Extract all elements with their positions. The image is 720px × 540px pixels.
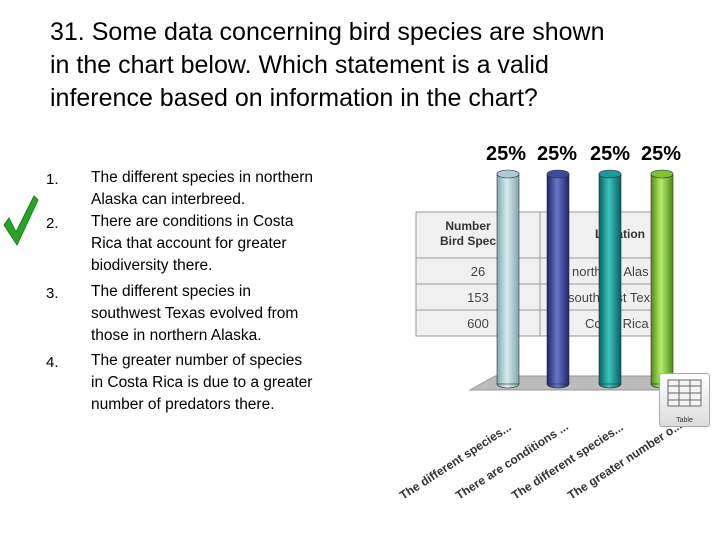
table-icon-label: Table <box>676 417 693 424</box>
bars-group <box>496 169 674 389</box>
table-header-species: Bird Spec <box>440 234 496 248</box>
bar-3 <box>598 169 622 389</box>
table-header-number: Number <box>445 219 491 233</box>
answer-3-line-1: The different species in <box>91 283 251 300</box>
answer-4-number: 4. <box>46 354 59 371</box>
bar-3-value-label: 25% <box>590 143 631 165</box>
answer-3-number: 3. <box>46 285 59 302</box>
bar-2 <box>546 169 570 389</box>
bar-1-value-label: 25% <box>486 143 527 165</box>
bar-3-cap <box>598 169 622 179</box>
table-cell-number-3: 600 <box>467 316 489 331</box>
bar-4-body <box>650 173 674 385</box>
question-line-2: in the chart below. Which statement is a… <box>50 51 549 79</box>
bar-4-cap <box>650 169 674 179</box>
answer-4-line-3: number of predators there. <box>91 396 275 413</box>
checkmark-icon <box>3 195 39 247</box>
answer-2-text[interactable]: There are conditions in Costa Rica that … <box>91 211 353 277</box>
bar-2-cap <box>546 169 570 179</box>
answer-1-line-1: The different species in northern <box>91 169 314 186</box>
answer-1-line-2: Alaska can interbreed. <box>91 191 246 208</box>
answer-1-text[interactable]: The different species in northern Alaska… <box>91 167 353 211</box>
answer-3-text[interactable]: The different species in southwest Texas… <box>91 281 353 347</box>
answer-2-line-1: There are conditions in Costa <box>91 213 294 230</box>
table-cell-number-1: 26 <box>471 264 485 279</box>
question-line-1: 31. Some data concerning bird species ar… <box>50 18 605 46</box>
bar-2-value-label: 25% <box>537 143 578 165</box>
table-cell-number-2: 153 <box>467 290 489 305</box>
category-labels: The different species...There are condit… <box>397 418 684 502</box>
answer-1-number: 1. <box>46 171 59 188</box>
answer-4-line-2: in Costa Rica is due to a greater <box>91 374 313 391</box>
answer-3-line-3: those in northern Alaska. <box>91 327 262 344</box>
bar-1 <box>496 169 520 389</box>
answer-3-line-2: southwest Texas evolved from <box>91 305 299 322</box>
question-line-3: inference based on information in the ch… <box>50 84 538 112</box>
grid-icon <box>667 379 702 407</box>
bar-4-value-label: 25% <box>641 143 682 165</box>
answer-4-text[interactable]: The greater number of species in Costa R… <box>91 350 353 416</box>
bar-2-body <box>546 173 570 385</box>
data-table: Number Bird Spec Location 26 153 600 nor… <box>415 211 667 337</box>
bar-1-cap <box>496 169 520 179</box>
bar-3-body <box>598 173 622 385</box>
bar-1-body <box>496 173 520 385</box>
answer-2-number: 2. <box>46 215 59 232</box>
answer-2-line-2: Rica that account for greater <box>91 235 287 252</box>
answer-4-line-1: The greater number of species <box>91 352 303 369</box>
answer-2-line-3: biodiversity there. <box>91 257 213 274</box>
question-text: 31. Some data concerning bird species ar… <box>50 16 700 115</box>
bar-4 <box>650 169 674 389</box>
table-icon[interactable]: Table <box>659 373 710 427</box>
